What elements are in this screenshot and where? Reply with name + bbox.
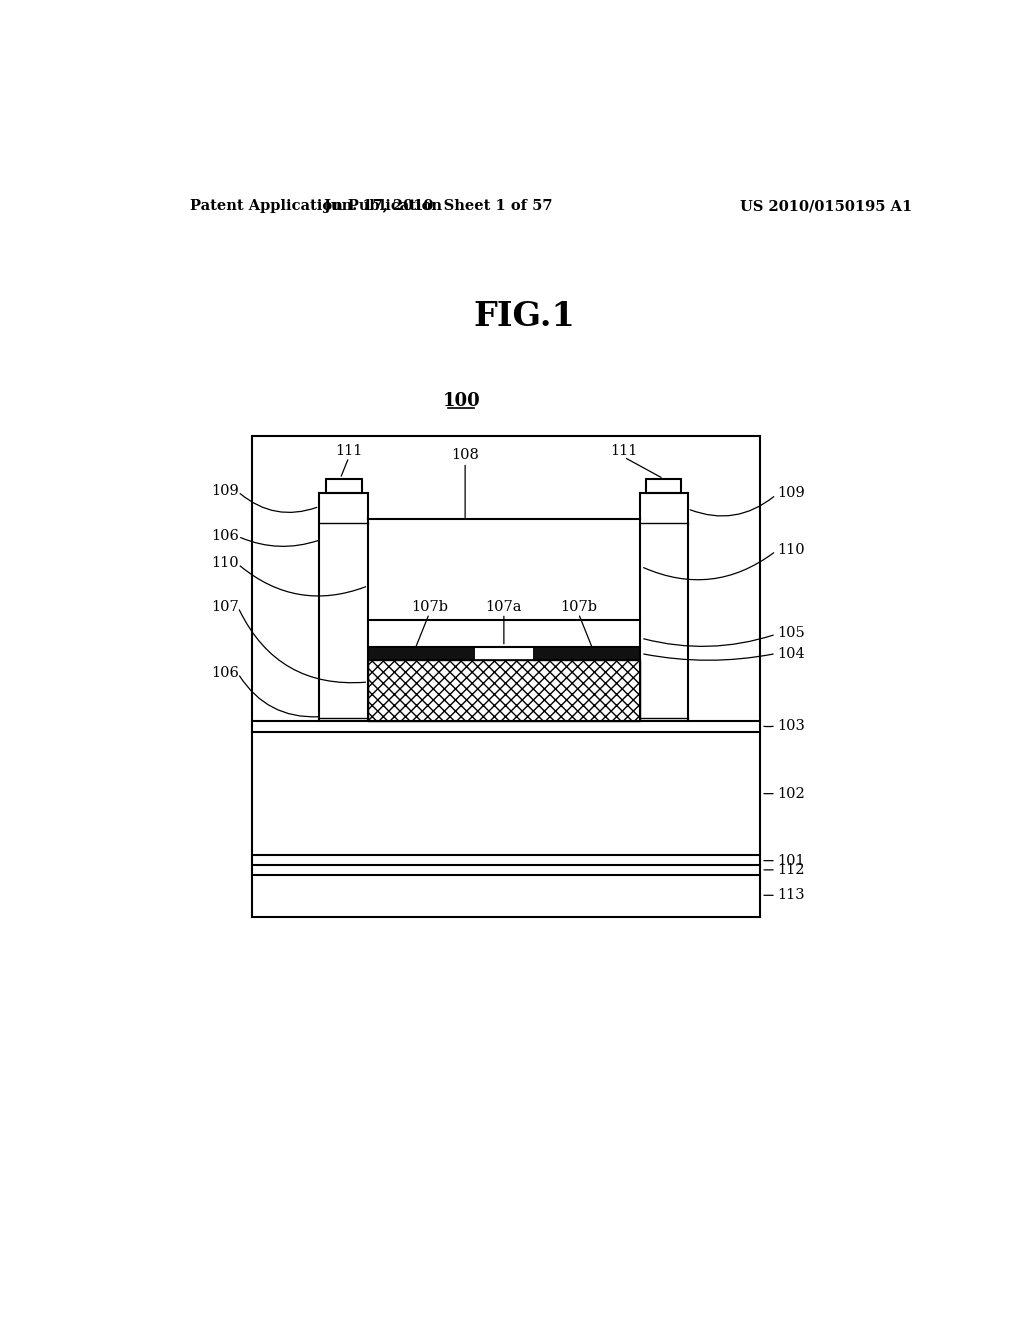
Bar [475,647,532,660]
Bar [646,479,681,494]
Bar [369,660,640,721]
Text: 107b: 107b [411,599,447,614]
Text: 101: 101 [777,854,805,867]
Text: 106: 106 [212,529,240,543]
Text: 102: 102 [777,787,805,801]
Text: 110: 110 [777,543,805,557]
Bar [369,647,640,660]
Text: 103: 103 [777,719,805,733]
Text: 107b: 107b [560,599,597,614]
Text: Jun. 17, 2010  Sheet 1 of 57: Jun. 17, 2010 Sheet 1 of 57 [324,199,552,213]
Text: 113: 113 [777,888,805,903]
Text: 111: 111 [335,444,362,458]
Text: 112: 112 [777,863,805,876]
Text: 111: 111 [610,444,638,458]
Text: 110: 110 [212,556,240,570]
Bar [326,479,362,494]
Text: 100: 100 [442,392,480,411]
Text: 106: 106 [212,665,240,680]
Text: 104: 104 [777,647,805,660]
Text: US 2010/0150195 A1: US 2010/0150195 A1 [740,199,912,213]
Text: 108: 108 [452,447,479,462]
Text: 109: 109 [212,484,240,498]
Text: 109: 109 [777,486,805,500]
Text: 107: 107 [212,599,240,614]
Text: 105: 105 [777,627,805,640]
Text: Patent Application Publication: Patent Application Publication [190,199,442,213]
Text: FIG.1: FIG.1 [474,300,575,333]
Text: 107a: 107a [485,599,522,614]
